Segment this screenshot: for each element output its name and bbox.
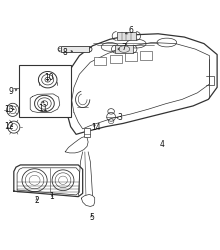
Bar [94,58,106,66]
Text: 7: 7 [122,43,127,52]
Bar [84,128,90,137]
Bar [117,32,136,41]
Text: 6: 6 [128,26,133,35]
Text: 3: 3 [117,113,122,122]
Text: 8: 8 [63,48,68,56]
Text: 9: 9 [8,87,13,96]
Text: 5: 5 [89,212,94,221]
Bar [19,66,71,118]
Text: 12: 12 [4,122,14,130]
Text: 11: 11 [38,103,48,112]
Bar [61,47,89,53]
Bar [110,55,122,64]
Text: 2: 2 [34,196,39,204]
Bar [116,46,133,54]
Text: 14: 14 [91,123,101,132]
Text: 4: 4 [160,139,165,148]
Text: 13: 13 [4,104,14,113]
Bar [140,52,152,61]
Bar [125,53,137,62]
Text: 10: 10 [44,72,54,82]
Text: 1: 1 [50,191,54,200]
